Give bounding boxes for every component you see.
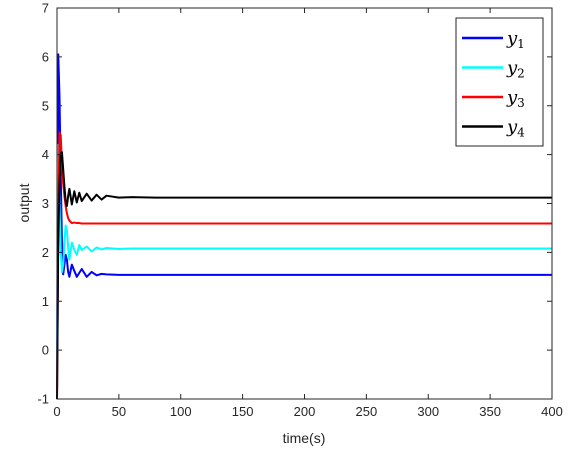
x-tick-label: 350 xyxy=(479,404,501,419)
x-tick-label: 50 xyxy=(112,404,126,419)
series-line-y2 xyxy=(56,143,552,400)
series-line-y4 xyxy=(56,151,552,400)
x-tick-label: 150 xyxy=(232,404,254,419)
x-tick-label: 100 xyxy=(170,404,192,419)
ticks-group: 0 50 100 150 200 250 300 350 400 -1 0 1 2 3 4 5 6 7 xyxy=(37,1,562,420)
y-tick-label: 3 xyxy=(42,196,49,211)
series-line-y1 xyxy=(56,53,552,400)
y-tick-label: 5 xyxy=(42,98,49,113)
y-tick-label: 6 xyxy=(42,49,49,64)
y-tick-label: -1 xyxy=(37,392,49,407)
x-tick-label: 400 xyxy=(541,404,563,419)
series-group xyxy=(56,53,552,400)
y-axis-label: output xyxy=(16,183,32,222)
x-tick-label: 250 xyxy=(356,404,378,419)
y-tick-label: 1 xyxy=(42,294,49,309)
x-axis-label: time(s) xyxy=(283,430,326,446)
x-tick-label: 0 xyxy=(53,404,60,419)
series-line-y3 xyxy=(56,131,552,400)
x-tick-label: 200 xyxy=(294,404,316,419)
y-tick-label: 2 xyxy=(42,245,49,260)
y-tick-label: 7 xyxy=(42,1,49,16)
y-tick-label: 4 xyxy=(42,147,49,162)
y-tick-label: 0 xyxy=(42,343,49,358)
legend-box xyxy=(455,17,544,147)
x-tick-label: 300 xyxy=(417,404,439,419)
